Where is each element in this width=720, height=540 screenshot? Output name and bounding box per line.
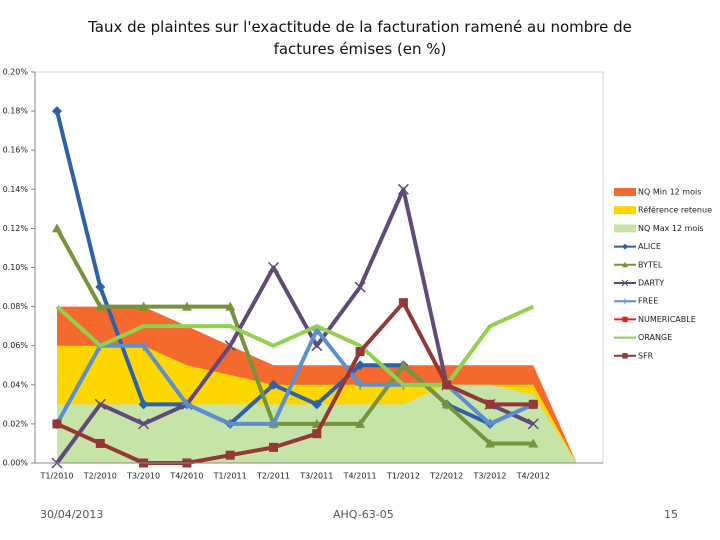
legend-swatch (614, 188, 636, 196)
x-tick-label: T3/2012 (472, 472, 506, 481)
marker (485, 418, 495, 429)
marker (225, 418, 236, 429)
legend-label: NQ Max 12 mois (638, 224, 704, 233)
marker (225, 450, 235, 460)
legend-swatch (614, 224, 636, 233)
y-tick-label: 0.12% (3, 224, 29, 233)
y-tick-label: 0.14% (3, 185, 29, 194)
legend-marker (622, 316, 628, 323)
y-tick-label: 0.04% (3, 380, 29, 389)
marker (224, 340, 236, 352)
x-tick-label: T1/2011 (213, 472, 247, 481)
marker (52, 106, 62, 117)
marker (138, 399, 149, 410)
legend-swatch (614, 206, 636, 215)
marker (355, 418, 366, 428)
marker (355, 347, 365, 357)
marker (311, 399, 322, 410)
marker (311, 340, 323, 352)
marker (181, 301, 192, 311)
line (55, 328, 535, 426)
footer-page: 15 (664, 508, 678, 521)
y-tick-label: 0.02% (3, 419, 29, 428)
legend-marker (622, 298, 629, 305)
marker (527, 418, 539, 430)
chart-title: Taux de plaintes sur l'exactitude de la … (88, 18, 632, 58)
y-tick-label: 0.06% (3, 341, 29, 350)
marker (355, 360, 366, 371)
marker (138, 340, 149, 351)
marker (355, 379, 366, 390)
line (56, 300, 534, 465)
marker (268, 418, 279, 429)
legend-label: ORANGE (638, 333, 672, 342)
x-tick-label: T3/2010 (126, 472, 160, 481)
x-tick-label: T4/2012 (516, 472, 550, 481)
marker (398, 298, 408, 308)
marker (267, 261, 280, 274)
x-tick-label: T3/2011 (299, 472, 333, 481)
y-tick-label: 0.00% (3, 459, 29, 468)
marker (397, 183, 409, 195)
legend-marker (622, 261, 628, 268)
line (55, 227, 534, 446)
x-tick-label: T4/2011 (343, 472, 377, 481)
y-tick-label: 0.08% (3, 302, 29, 311)
marker (138, 418, 150, 430)
marker (52, 223, 62, 233)
marker (95, 282, 106, 293)
x-tick-label: T1/2010 (39, 472, 73, 481)
marker (485, 438, 495, 448)
legend-label: SFR (638, 351, 654, 360)
legend-marker (622, 243, 628, 250)
marker (528, 438, 539, 448)
x-tick-label: T1/2012 (386, 472, 420, 481)
footer-reference: AHQ-63-05 (333, 508, 394, 521)
y-tick-label: 0.16% (3, 146, 29, 155)
marker (528, 399, 538, 409)
x-tick-label: T2/2012 (429, 472, 463, 481)
x-tick-label: T4/2010 (169, 472, 203, 481)
x-tick-label: T2/2010 (83, 472, 117, 481)
y-tick-label: 0.10% (3, 263, 29, 272)
legend-marker (622, 353, 628, 359)
legend-label: Référence retenue (638, 205, 712, 215)
marker (485, 399, 495, 409)
marker (354, 281, 366, 293)
legend-label: DARTY (638, 279, 664, 288)
legend-label: NQ Min 12 mois (638, 188, 701, 197)
y-tick-label: 0.20% (3, 68, 29, 77)
marker (52, 419, 62, 429)
y-tick-label: 0.18% (3, 107, 29, 116)
marker (94, 398, 106, 410)
marker (268, 379, 279, 390)
marker (138, 301, 149, 311)
footer-date: 30/04/2013 (40, 508, 104, 521)
marker (312, 429, 322, 439)
marker (269, 442, 278, 452)
marker (442, 380, 452, 390)
x-tick-label: T2/2011 (256, 472, 290, 481)
legend-label: ALICE (638, 242, 661, 251)
marker (398, 360, 409, 370)
marker (441, 399, 452, 409)
legend-label: NUMERICABLE (638, 315, 696, 324)
legend-marker (621, 279, 629, 287)
marker (95, 438, 105, 448)
marker (95, 301, 106, 311)
marker (181, 399, 192, 410)
legend-label: BYTEL (638, 260, 663, 269)
legend-label: FREE (638, 297, 658, 306)
line (55, 304, 535, 387)
marker (225, 301, 236, 311)
line (55, 110, 535, 426)
